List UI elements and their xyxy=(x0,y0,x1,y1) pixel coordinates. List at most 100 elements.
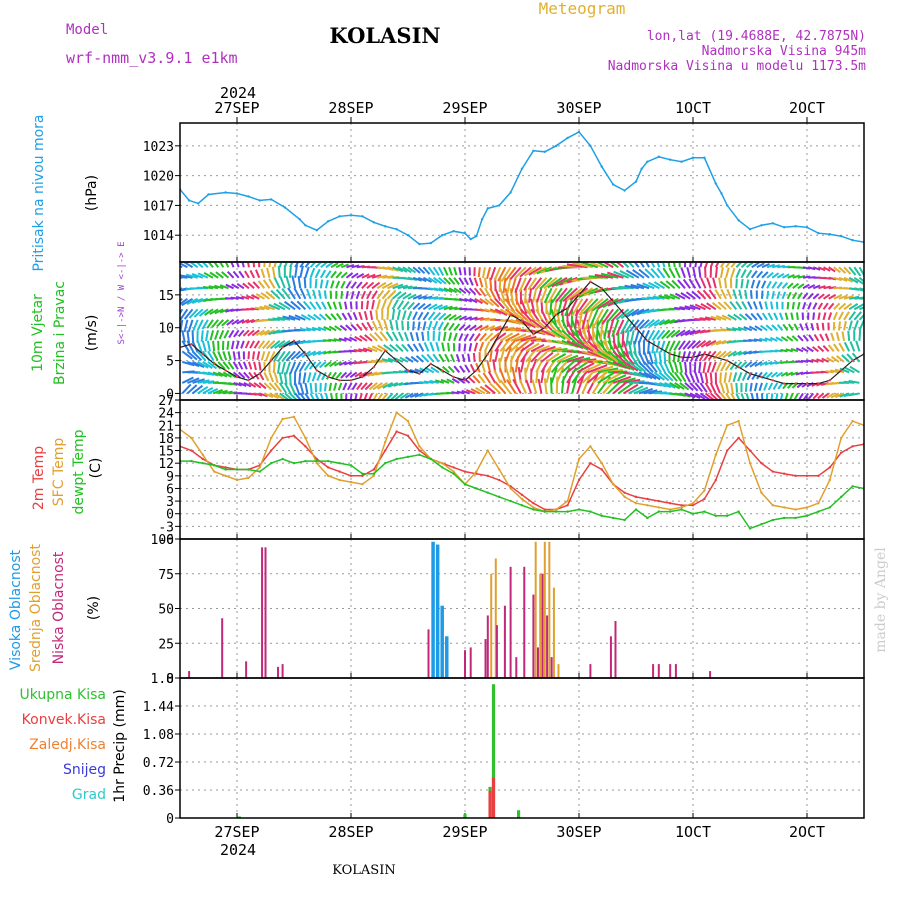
wind-arrow xyxy=(556,359,570,374)
wind-arrow xyxy=(843,341,851,352)
wind-arrow xyxy=(304,262,311,268)
top-year-label: 2024 xyxy=(220,84,256,102)
dewpoint-point xyxy=(634,508,638,511)
cloud-ylabel-mid: Srednja Oblacnost xyxy=(28,544,44,672)
wind-arrow xyxy=(772,382,779,390)
wind-arrow xyxy=(396,309,401,321)
pressure-point xyxy=(463,232,467,235)
wind-arrow xyxy=(233,329,240,338)
wind-arrow xyxy=(402,300,410,310)
wind-arrow xyxy=(629,330,635,346)
wind-arrow xyxy=(212,388,223,395)
wind-arrow xyxy=(694,382,704,393)
wind-arrow xyxy=(792,274,801,279)
wind-arrow xyxy=(834,368,845,374)
pressure-point xyxy=(372,221,375,224)
wind-arrow xyxy=(679,392,691,398)
wind-arrow xyxy=(530,319,544,330)
wind-arrow xyxy=(443,322,450,331)
wind-arrow xyxy=(468,287,477,295)
cloud_low-bar xyxy=(484,639,487,678)
date-tick-label: 1OCT xyxy=(675,823,711,841)
pressure-point xyxy=(224,191,227,194)
sfc_temp-point xyxy=(213,470,216,473)
wind-arrow xyxy=(823,285,832,290)
wind-arrow xyxy=(543,378,548,394)
temp2m-point xyxy=(646,497,649,501)
wind-arrow xyxy=(735,262,743,268)
wind-arrow xyxy=(699,317,711,321)
cloud_mid-bar xyxy=(490,573,493,678)
wind-arrow xyxy=(658,361,667,374)
wind-arrow xyxy=(680,292,691,300)
wind-arrow xyxy=(365,300,370,310)
pressure-point xyxy=(361,215,364,218)
wind-arrow xyxy=(249,269,255,279)
wind-arrow xyxy=(551,276,568,288)
wind-arrow xyxy=(782,273,790,279)
wind-arrow xyxy=(474,316,484,321)
wind-arrow xyxy=(537,378,543,394)
pressure-point xyxy=(304,224,307,227)
wind-arrow xyxy=(740,269,747,279)
pressure-ytick-label: 1023 xyxy=(143,140,174,155)
wind-arrow xyxy=(448,277,456,285)
sfc_temp-point xyxy=(520,497,524,501)
wind-arrow xyxy=(363,393,368,400)
wind-arrow xyxy=(473,277,479,287)
wind-arrow xyxy=(182,262,194,269)
wind-arrow xyxy=(602,368,624,374)
date-tick-label: 28SEP xyxy=(328,823,373,841)
wind-arrow xyxy=(684,382,694,391)
wind-arrow xyxy=(412,311,418,321)
wind-arrow xyxy=(366,281,375,290)
wind-arrow xyxy=(275,288,286,300)
wind-arrow xyxy=(376,281,387,290)
wind-arrow xyxy=(484,308,496,314)
temp2m-point xyxy=(406,434,410,438)
wind-arrow xyxy=(562,287,578,303)
wind-arrow xyxy=(556,353,573,363)
wind-arrow xyxy=(574,298,589,317)
wind_speed-point xyxy=(703,352,706,356)
wind-arrow xyxy=(796,301,801,310)
wind-arrow xyxy=(453,332,458,342)
wind-arrow xyxy=(597,297,614,310)
wind-arrow xyxy=(412,343,420,352)
wind-arrow xyxy=(653,371,665,381)
wind-arrow xyxy=(366,321,373,331)
wind-arrow xyxy=(242,329,250,337)
wind_speed-point xyxy=(327,375,330,379)
date-tick-label: 27SEP xyxy=(214,823,259,841)
temp2m-point xyxy=(657,499,660,503)
wind-arrow xyxy=(479,332,487,342)
wind-arrow xyxy=(340,290,344,299)
sfc_temp-point xyxy=(190,436,193,440)
wind-arrow xyxy=(230,262,235,268)
wind-arrow xyxy=(206,319,214,329)
precip-ylabel-name: 1hr Precip (mm) xyxy=(112,689,128,802)
wind-arrow xyxy=(838,266,847,274)
sfc_temp-point xyxy=(315,461,318,465)
wind-arrow xyxy=(418,392,429,398)
wind-arrow xyxy=(770,371,778,378)
cloud_low-bar xyxy=(469,647,472,678)
wind-arrow xyxy=(790,312,794,321)
wind-arrow xyxy=(525,342,540,353)
wind-arrow xyxy=(372,382,383,391)
wind-arrow xyxy=(427,276,438,284)
wind-arrow xyxy=(386,289,397,300)
wind-arrow xyxy=(506,277,512,295)
temp2m-point xyxy=(817,474,820,478)
wind-arrow xyxy=(268,278,276,289)
wind-arrow xyxy=(595,319,599,341)
dewpoint-point xyxy=(703,510,706,513)
wind-arrow xyxy=(358,311,363,321)
wind-arrow xyxy=(222,371,232,378)
wind-arrow xyxy=(458,267,462,276)
wind-arrow xyxy=(661,329,671,340)
wind-arrow xyxy=(792,282,800,290)
wind-arrow xyxy=(759,360,768,367)
wind-arrow xyxy=(383,318,389,331)
cloud_low-bar xyxy=(546,615,549,678)
